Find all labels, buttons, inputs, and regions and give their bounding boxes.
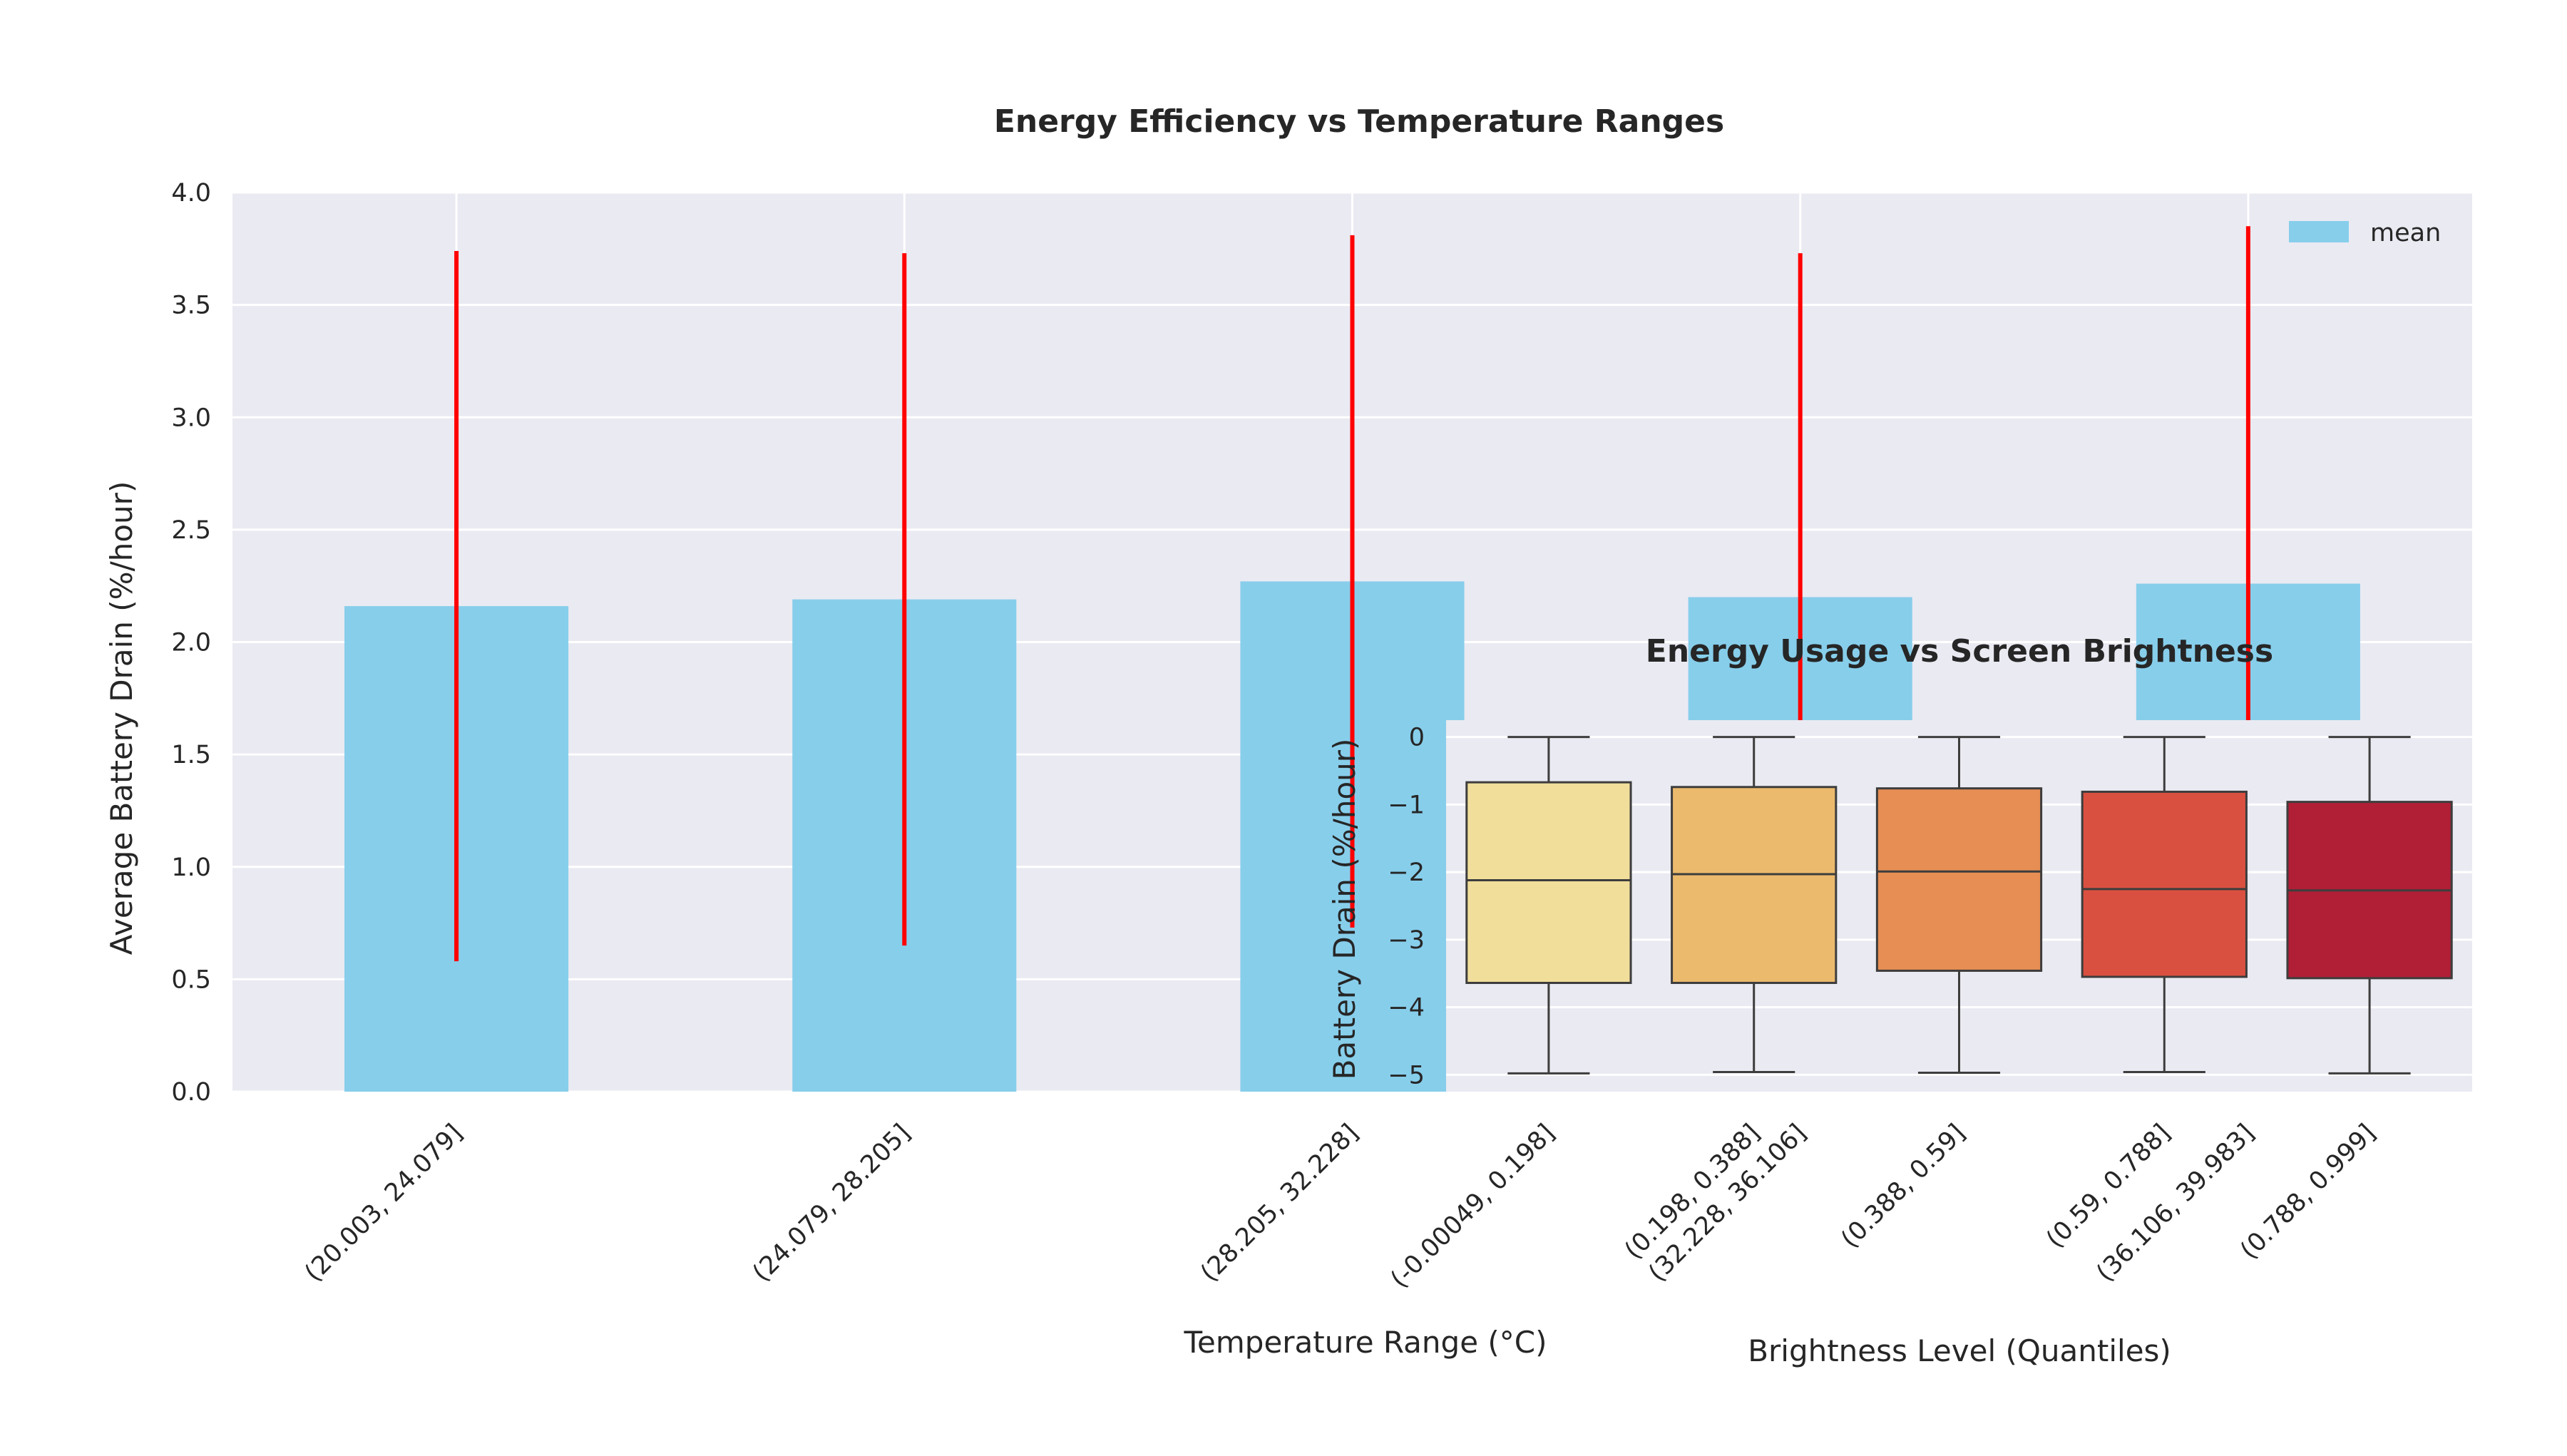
inset-y-axis-label: Battery Drain (%/hour): [1327, 739, 1362, 1080]
main-legend: mean: [2289, 219, 2441, 247]
inset-y-tick-labels: 0 −1 −2 −3 −4 −5: [1388, 724, 1425, 1090]
box-4: [2286, 736, 2453, 1075]
main-y-tick-label: 1.0: [171, 853, 211, 882]
main-y-tick-label: 3.5: [171, 292, 211, 320]
box-body: [2081, 790, 2248, 978]
inset-x-axis-label: Brightness Level (Quantiles): [1748, 1333, 2171, 1368]
box-1: [1671, 736, 1838, 1074]
main-y-tick-labels: 0.0 0.5 1.0 1.5 2.0 2.5 3.0 3.5 4.0: [171, 179, 211, 1107]
inset-y-tick-label: −1: [1388, 791, 1425, 819]
main-chart-title: Energy Efficiency vs Temperature Ranges: [994, 103, 1724, 140]
main-x-axis-label: Temperature Range (°C): [1184, 1325, 1547, 1360]
main-y-tick-label: 2.5: [171, 516, 211, 545]
inset-boxes: [1465, 736, 2453, 1075]
box-0: [1465, 736, 1632, 1075]
main-y-tick-label: 2.0: [171, 629, 211, 657]
box-body: [1671, 786, 1838, 984]
inset-chart-title: Energy Usage vs Screen Brightness: [1646, 633, 2273, 670]
box-body: [1875, 787, 2043, 972]
inset-y-tick-label: 0: [1409, 724, 1425, 752]
box-body: [1465, 781, 1632, 984]
inset-y-tick-label: −3: [1388, 926, 1425, 955]
main-y-tick-label: 0.0: [171, 1078, 211, 1107]
box-3: [2081, 736, 2248, 1074]
main-y-axis-label: Average Battery Drain (%/hour): [104, 481, 139, 955]
box-2: [1875, 736, 2043, 1074]
inset-y-tick-label: −2: [1388, 858, 1425, 887]
main-y-tick-label: 3.0: [171, 404, 211, 432]
main-bar-chart: 0.00.51.01.52.02.53.03.54.0 (20.003, 24.…: [104, 103, 2472, 1360]
main-y-tick-label: 4.0: [171, 179, 211, 207]
inset-y-tick-label: −5: [1388, 1061, 1425, 1090]
main-y-tick-label: 1.5: [171, 741, 211, 769]
inset-y-tick-label: −4: [1388, 994, 1425, 1022]
main-y-tick-label: 0.5: [171, 965, 211, 994]
legend-swatch-mean: [2289, 221, 2349, 242]
legend-label-mean: mean: [2370, 219, 2441, 247]
